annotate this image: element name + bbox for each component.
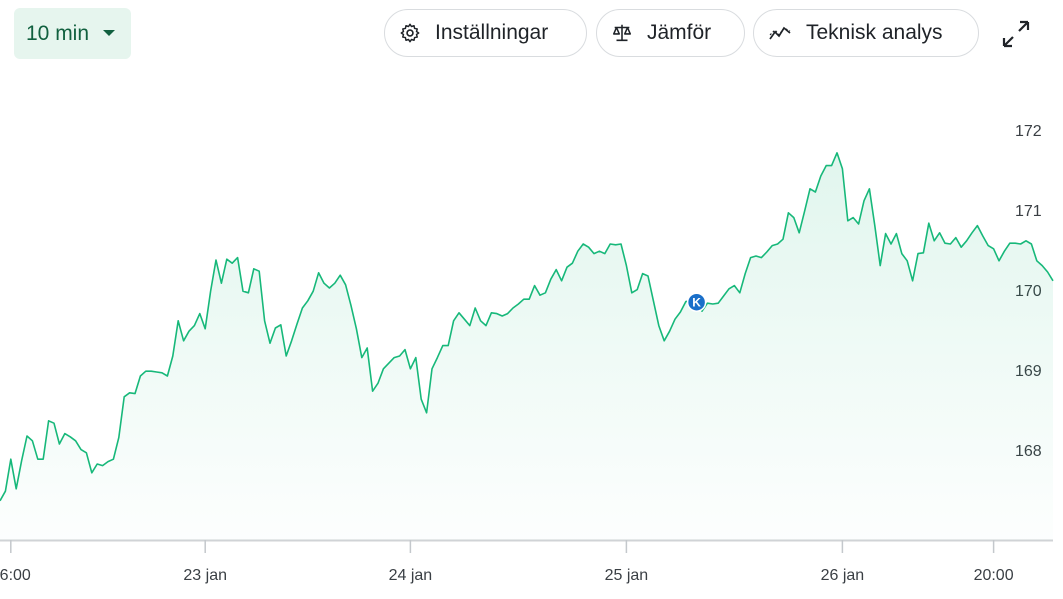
price-line bbox=[0, 152, 1054, 502]
toolbar: 10 min Inställningar Jämför Teknisk anal… bbox=[0, 0, 1063, 70]
analysis-button[interactable]: Teknisk analys bbox=[753, 9, 979, 57]
scale-icon bbox=[612, 24, 632, 42]
dropdown-arrow bbox=[103, 29, 116, 36]
x-tick-label: 16:00 bbox=[0, 567, 31, 584]
x-tick-label: 26 jan bbox=[821, 567, 865, 584]
x-tick-label: 23 jan bbox=[183, 567, 227, 584]
x-tick-label: 20:00 bbox=[974, 567, 1014, 584]
event-marker bbox=[686, 292, 707, 312]
button-label: Inställningar bbox=[435, 21, 549, 44]
interval-label: 10 min bbox=[26, 21, 90, 45]
settings-button[interactable]: Inställningar bbox=[384, 9, 587, 57]
button-label: Jämför bbox=[647, 21, 712, 44]
gear-icon bbox=[400, 23, 420, 43]
fullscreen-button[interactable] bbox=[1000, 18, 1032, 50]
y-tick-label: 172 bbox=[1015, 123, 1042, 140]
area bbox=[0, 152, 1053, 541]
analysis-icon bbox=[769, 26, 791, 40]
x-tick-label: 25 jan bbox=[605, 567, 649, 584]
event-marker-label: K bbox=[692, 295, 701, 309]
interval-dropdown[interactable]: 10 min bbox=[14, 8, 131, 59]
x-tick-label: 24 jan bbox=[389, 567, 433, 584]
compare-button[interactable]: Jämför bbox=[596, 9, 745, 57]
button-label: Teknisk analys bbox=[806, 21, 943, 44]
y-tick-label: 171 bbox=[1015, 203, 1042, 220]
